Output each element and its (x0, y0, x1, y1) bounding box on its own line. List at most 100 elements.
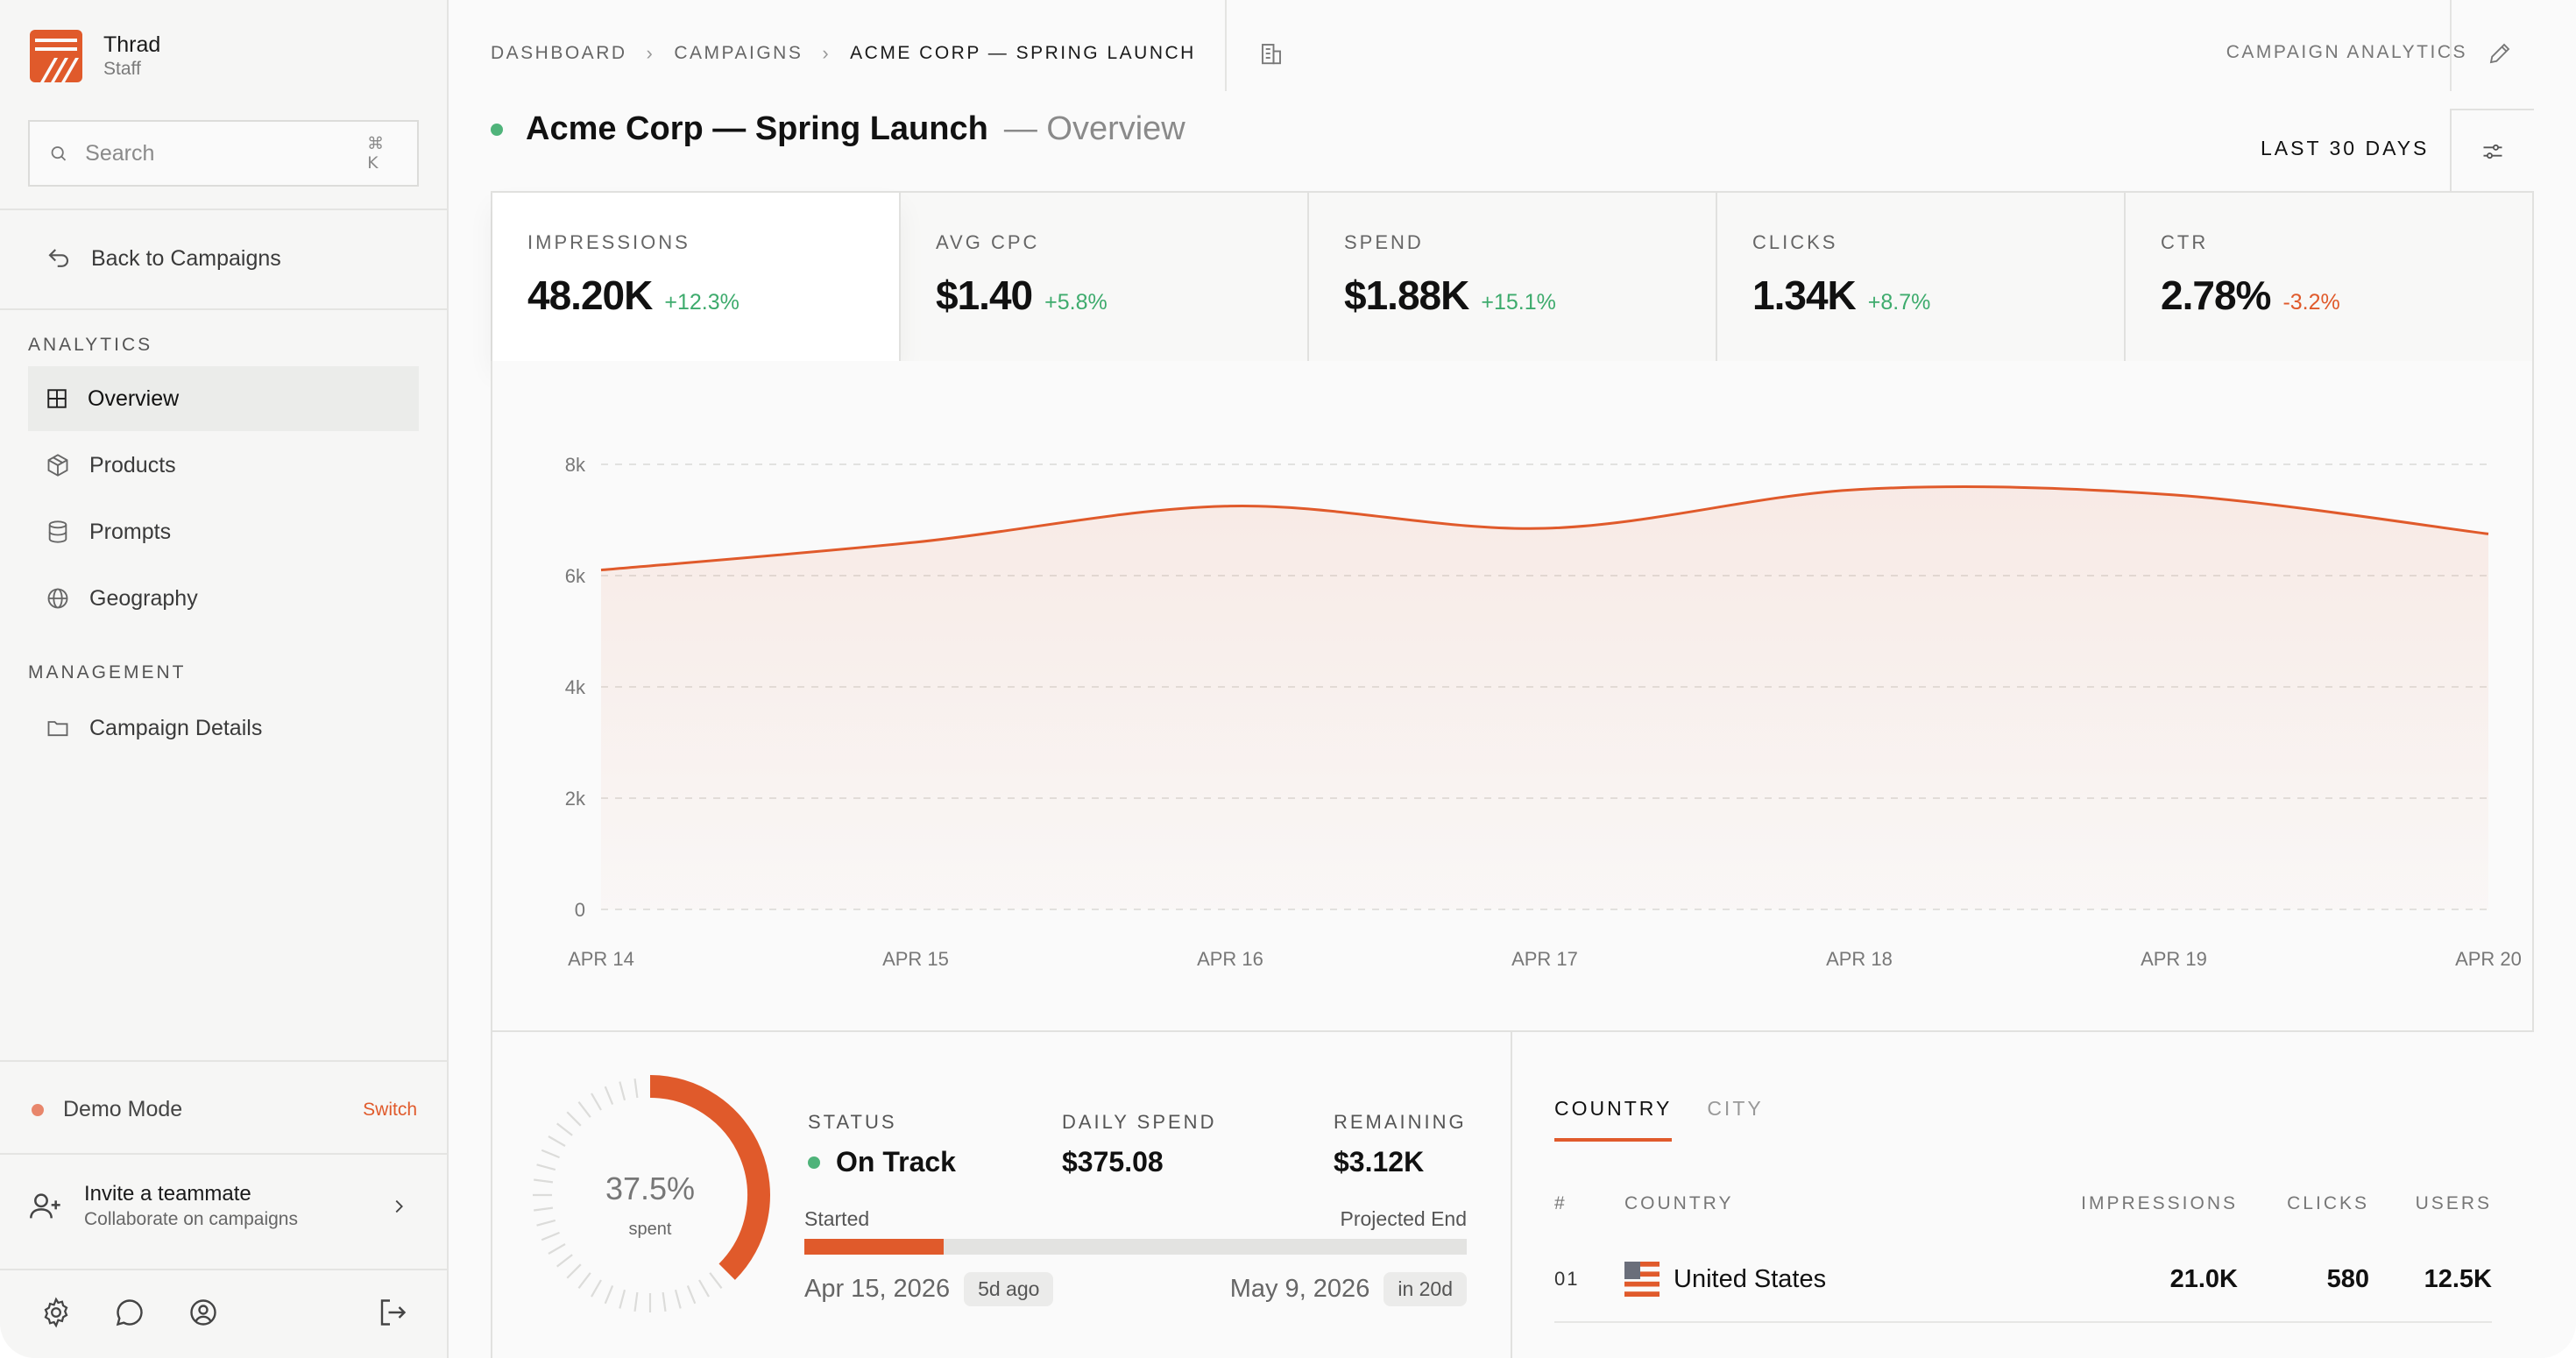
top-bar: DASHBOARD › CAMPAIGNS › ACME CORP — SPRI… (450, 0, 2576, 103)
search-box[interactable]: ⌘ K (28, 120, 419, 187)
metric-delta: -3.2% (2282, 290, 2340, 315)
gauge-tick (541, 1149, 560, 1159)
x-tick-label: APR 14 (568, 948, 634, 970)
profile-button[interactable] (186, 1295, 221, 1330)
x-tick-label: APR 20 (2455, 948, 2522, 970)
metric-label: AVG CPC (936, 231, 1040, 253)
chevron-right-icon: › (646, 42, 655, 64)
column-header[interactable]: CLICKS (2287, 1193, 2369, 1213)
sidebar-item-products[interactable]: Products (28, 433, 419, 498)
metric-cards: IMPRESSIONS 48.20K +12.3% AVG CPC $1.40 … (491, 191, 2534, 363)
database-icon (48, 520, 67, 543)
timeline-progress (804, 1239, 944, 1255)
metric-value: 48.20K (527, 272, 653, 318)
sidebar-item-prompts[interactable]: Prompts (28, 499, 419, 564)
gauge-tick (534, 1206, 554, 1212)
thrad-logo (30, 30, 82, 82)
metric-label: CLICKS (1752, 231, 1838, 253)
series-area (601, 486, 2488, 909)
demo-switch-link[interactable]: Switch (363, 1099, 417, 1120)
gauge-tick (674, 1289, 682, 1309)
impressions-chart-card: 0 2k 4k 6k 8k APR 14 APR 15 APR 16 APR 17 APR 18 A… (491, 361, 2534, 1032)
sidebar-item-label: Products (89, 452, 176, 477)
package-icon (47, 454, 68, 477)
metric-card-clicks[interactable]: CLICKS 1.34K +8.7% (1717, 193, 2126, 361)
status-value: On Track (836, 1146, 956, 1178)
sidebar-item-geography[interactable]: Geography (28, 566, 419, 631)
brand-role: Staff (103, 59, 141, 79)
building-icon[interactable] (1258, 40, 1284, 67)
metric-card-ctr[interactable]: CTR 2.78% -3.2% (2126, 193, 2532, 361)
chat-button[interactable] (112, 1295, 147, 1330)
back-to-campaigns-link[interactable]: Back to Campaigns (28, 226, 419, 291)
invite-subtitle: Collaborate on campaigns (84, 1209, 298, 1229)
sidebar-divider (0, 1153, 447, 1155)
chevron-right-icon (395, 1199, 403, 1213)
gauge-tick (536, 1219, 556, 1227)
metric-card-spend[interactable]: SPEND $1.88K +15.1% (1309, 193, 1717, 361)
sidebar: Thrad Staff ⌘ K Back to Campaigns ANALYT… (0, 0, 449, 1358)
impressions-area-chart[interactable]: 0 2k 4k 6k 8k APR 14 APR 15 APR 16 APR 17 APR 18 A… (492, 361, 2536, 1030)
gauge-tick (566, 1111, 582, 1127)
x-tick-label: APR 19 (2141, 948, 2207, 970)
sidebar-item-overview[interactable]: Overview (28, 366, 419, 431)
gauge-percent: 37.5% (605, 1171, 696, 1206)
filter-button[interactable] (2450, 109, 2534, 193)
on-track-dot (808, 1156, 820, 1169)
y-tick-label: 2k (565, 788, 586, 810)
metric-delta: +15.1% (1481, 290, 1556, 315)
metric-label: CTR (2161, 231, 2209, 253)
brand[interactable]: Thrad Staff (28, 28, 160, 84)
column-header[interactable]: USERS (2415, 1193, 2492, 1213)
user-plus-icon (30, 1193, 60, 1219)
stat-label: REMAINING (1334, 1111, 1467, 1133)
gauge-tick (604, 1086, 614, 1105)
breadcrumb-dashboard[interactable]: DASHBOARD (491, 43, 627, 63)
table-row[interactable]: 01 United States 21.0K 580 12.5K (1554, 1237, 2492, 1323)
search-input[interactable] (85, 140, 368, 166)
sidebar-item-campaign-details[interactable]: Campaign Details (28, 696, 419, 760)
user-circle-icon (190, 1299, 216, 1326)
invite-title: Invite a teammate (84, 1182, 251, 1206)
campaign-analytics-label: CAMPAIGN ANALYTICS (2226, 42, 2467, 62)
gauge-spent-arc (649, 1075, 770, 1280)
page-title: Acme Corp — Spring Launch (526, 110, 988, 147)
breadcrumb-campaigns[interactable]: CAMPAIGNS (674, 43, 803, 63)
tab-country[interactable]: COUNTRY (1554, 1097, 1673, 1142)
settings-button[interactable] (39, 1295, 74, 1330)
metric-value: 2.78% (2161, 272, 2271, 318)
folder-icon (47, 721, 68, 737)
metric-delta: +5.8% (1044, 290, 1108, 315)
logout-button[interactable] (375, 1295, 410, 1330)
metric-card-impressions[interactable]: IMPRESSIONS 48.20K +12.3% (492, 193, 901, 361)
gauge-tick (548, 1135, 566, 1147)
gauge-tick (591, 1279, 602, 1298)
brand-name: Thrad (103, 32, 161, 57)
demo-mode-row: Demo Mode Switch (32, 1097, 417, 1122)
invite-teammate-button[interactable]: Invite a teammate Collaborate on campaig… (28, 1181, 419, 1232)
stat-label: DAILY SPEND (1062, 1111, 1217, 1133)
campaign-status-dot (491, 123, 503, 136)
gauge-tick (709, 1272, 723, 1289)
end-in-badge: in 20d (1384, 1272, 1467, 1306)
sidebar-divider (0, 209, 447, 210)
gauge-tick (698, 1279, 710, 1298)
sidebar-item-label: Campaign Details (89, 715, 263, 740)
us-flag-icon (1624, 1262, 1660, 1297)
gauge-tick (604, 1285, 614, 1305)
date-range-selector[interactable]: LAST 30 DAYS (2261, 137, 2430, 159)
y-tick-label: 0 (575, 899, 585, 921)
column-header: # (1554, 1193, 1568, 1213)
pencil-icon[interactable] (2487, 40, 2513, 67)
grid-icon (47, 389, 67, 408)
column-header[interactable]: IMPRESSIONS (2081, 1193, 2238, 1213)
page-title-row: Acme Corp — Spring Launch — Overview (491, 110, 1185, 148)
geography-panel: COUNTRY CITY # COUNTRY IMPRESSIONS CLICK… (1512, 1030, 2534, 1358)
tab-city[interactable]: CITY (1707, 1097, 1764, 1120)
metric-card-avg-cpc[interactable]: AVG CPC $1.40 +5.8% (901, 193, 1309, 361)
remaining-stat: REMAINING $3.12K (1334, 1111, 1467, 1178)
search-icon (51, 146, 67, 161)
gauge-tick (566, 1263, 582, 1279)
globe-icon (47, 588, 68, 609)
